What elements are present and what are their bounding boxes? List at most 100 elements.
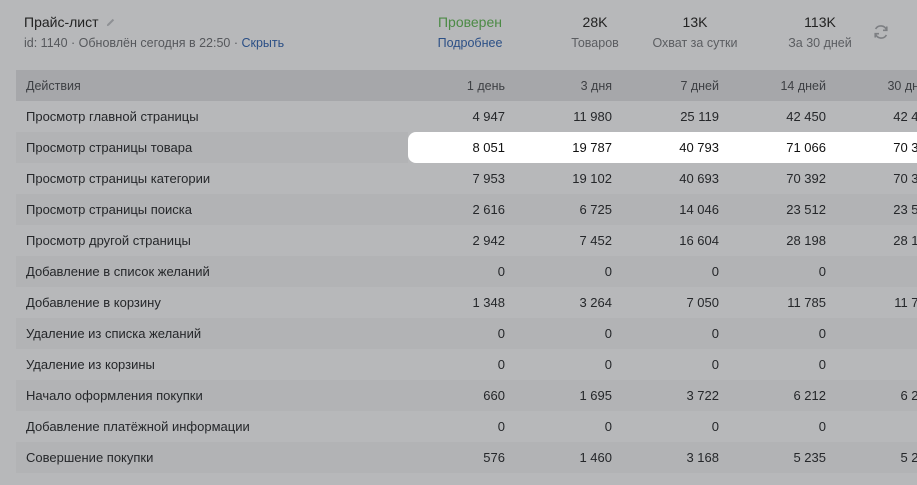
value-cell: 71 066	[729, 132, 836, 163]
table-row: Добавление в корзину 1 348 3 264 7 050 11 78…	[16, 287, 917, 318]
value-cell: 8 051	[408, 132, 515, 163]
value-cell: 42 450	[836, 101, 917, 132]
action-cell: Просмотр страницы категории	[16, 163, 408, 194]
value-cell: 0	[622, 411, 729, 442]
value-cell: 0	[622, 318, 729, 349]
table-row: Просмотр страницы товара 8 051 19 787 40 79…	[16, 132, 917, 163]
value-cell: 0	[729, 411, 836, 442]
value-cell: 70 392	[729, 163, 836, 194]
stat-label: Товаров	[571, 36, 619, 50]
value-cell: 6 725	[515, 194, 622, 225]
value-cell: 3 264	[515, 287, 622, 318]
action-cell: Добавление в корзину	[16, 287, 408, 318]
value-cell: 0	[408, 256, 515, 287]
column-header[interactable]: 30 дней	[836, 70, 917, 101]
value-cell: 40 793	[622, 132, 729, 163]
table-row: Удаление из списка желаний00000	[16, 318, 917, 349]
value-cell: 7 452	[515, 225, 622, 256]
stat-label: За 30 дней	[788, 36, 852, 50]
action-cell: Просмотр страницы поиска	[16, 194, 408, 225]
value-cell: 70 392	[836, 163, 917, 194]
table-row: Просмотр страницы поиска 2 616 6 725 14 046…	[16, 194, 917, 225]
subtitle: id: 1140 · Обновлён сегодня в 22:50 · Ск…	[24, 36, 284, 50]
value-cell: 0	[408, 318, 515, 349]
value-cell: 1 460	[515, 442, 622, 473]
action-cell: Совершение покупки	[16, 442, 408, 473]
title-row: Прайс-лист	[24, 14, 284, 30]
action-cell: Удаление из корзины	[16, 349, 408, 380]
value-cell: 19 102	[515, 163, 622, 194]
value-cell: 0	[836, 411, 917, 442]
value-cell: 2 616	[408, 194, 515, 225]
stat-daily-reach: 13K Охват за сутки	[640, 14, 750, 50]
value-cell: 23 512	[836, 194, 917, 225]
value-cell: 1 695	[515, 380, 622, 411]
value-cell: 576	[408, 442, 515, 473]
value-cell: 28 198	[836, 225, 917, 256]
value-cell: 0	[836, 256, 917, 287]
value-cell: 0	[622, 349, 729, 380]
stat-products: 28K Товаров	[560, 14, 630, 50]
hide-link[interactable]: Скрыть	[241, 36, 285, 50]
column-header[interactable]: 3 дня	[515, 70, 622, 101]
header-row: Действия 1 день 3 дня 7 дней 14 дней 30 …	[16, 70, 917, 101]
value-cell: 3 722	[622, 380, 729, 411]
stats-table-container: Действия 1 день 3 дня 7 дней 14 дней 30 …	[16, 70, 917, 473]
value-cell: 0	[515, 349, 622, 380]
value-cell: 7 953	[408, 163, 515, 194]
value-cell: 0	[408, 411, 515, 442]
column-header[interactable]: 14 дней	[729, 70, 836, 101]
value-cell: 0	[836, 349, 917, 380]
value-cell: 0	[408, 349, 515, 380]
stat-value: 28K	[582, 14, 608, 30]
table-row: Удаление из корзины00000	[16, 349, 917, 380]
action-cell: Просмотр другой страницы	[16, 225, 408, 256]
value-cell: 11 980	[515, 101, 622, 132]
table-row: Начало оформления покупки 660 1 695 3 722 6 …	[16, 380, 917, 411]
column-header[interactable]: 7 дней	[622, 70, 729, 101]
stat-value: 13K	[682, 14, 708, 30]
pencil-icon[interactable]	[105, 17, 116, 28]
status-block: Проверен Подробнее	[430, 14, 510, 50]
value-cell: 0	[515, 318, 622, 349]
title-block: Прайс-лист id: 1140 · Обновлён сегодня в…	[24, 14, 284, 50]
value-cell: 16 604	[622, 225, 729, 256]
value-cell: 19 787	[515, 132, 622, 163]
value-cell: 5 235	[836, 442, 917, 473]
stat-value: 113K	[804, 14, 836, 30]
value-cell: 11 785	[836, 287, 917, 318]
value-cell: 0	[836, 318, 917, 349]
action-cell: Удаление из списка желаний	[16, 318, 408, 349]
table-header: Действия 1 день 3 дня 7 дней 14 дней 30 …	[16, 70, 917, 101]
refresh-icon[interactable]	[871, 22, 891, 42]
value-cell: 4 947	[408, 101, 515, 132]
value-cell: 0	[729, 256, 836, 287]
table-row: Добавление платёжной информации00000	[16, 411, 917, 442]
value-cell: 6 212	[836, 380, 917, 411]
value-cell: 0	[515, 256, 622, 287]
value-cell: 14 046	[622, 194, 729, 225]
table-row: Просмотр другой страницы 2 942 7 452 16 604…	[16, 225, 917, 256]
table-row: Просмотр страницы категории 7 953 19 102 40…	[16, 163, 917, 194]
value-cell: 7 050	[622, 287, 729, 318]
action-cell: Просмотр главной страницы	[16, 101, 408, 132]
value-cell: 660	[408, 380, 515, 411]
page-header: Прайс-лист id: 1140 · Обновлён сегодня в…	[0, 0, 917, 68]
table-body: Просмотр главной страницы 4 947 11 980 25 1…	[16, 101, 917, 473]
action-cell: Добавление платёжной информации	[16, 411, 408, 442]
value-cell: 0	[729, 318, 836, 349]
action-cell: Просмотр страницы товара	[16, 132, 408, 163]
stat-label: Охват за сутки	[652, 36, 738, 50]
value-cell: 3 168	[622, 442, 729, 473]
subtitle-meta: id: 1140 · Обновлён сегодня в 22:50 ·	[24, 36, 242, 50]
value-cell: 5 235	[729, 442, 836, 473]
value-cell: 0	[515, 411, 622, 442]
stat-30-days: 113K За 30 дней	[778, 14, 862, 50]
details-link[interactable]: Подробнее	[437, 36, 503, 50]
column-header[interactable]: 1 день	[408, 70, 515, 101]
column-header: Действия	[16, 70, 408, 101]
value-cell: 42 450	[729, 101, 836, 132]
action-cell: Начало оформления покупки	[16, 380, 408, 411]
action-cell: Добавление в список желаний	[16, 256, 408, 287]
